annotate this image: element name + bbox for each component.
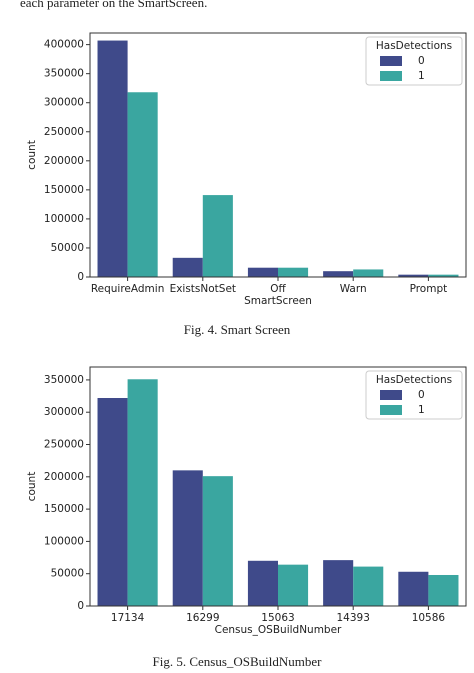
bar: [278, 564, 309, 606]
bar: [428, 574, 459, 606]
bar: [172, 470, 203, 606]
bar: [247, 560, 278, 606]
x-tick-label: ExistsNotSet: [170, 283, 236, 295]
bar: [398, 571, 429, 606]
y-tick-label: 100000: [44, 213, 84, 225]
bar: [202, 195, 233, 277]
legend-label: 1: [418, 404, 425, 416]
x-axis-label: Census_OSBuildNumber: [215, 624, 342, 636]
x-tick-label: 16299: [186, 612, 219, 624]
bar: [247, 267, 278, 277]
legend-label: 0: [418, 55, 425, 67]
y-tick-label: 350000: [44, 68, 84, 80]
y-tick-label: 300000: [44, 97, 84, 109]
caption: Fig. 4. Smart Screen: [184, 322, 291, 337]
plot-frame: [89, 366, 467, 607]
y-tick-label: 50000: [51, 242, 84, 254]
y-tick-label: 200000: [44, 155, 84, 167]
plot-frame: [89, 32, 467, 278]
legend-title: HasDetections: [376, 374, 452, 386]
bar: [278, 267, 309, 277]
y-tick-label: 0: [77, 600, 84, 612]
x-axis-label: SmartScreen: [244, 295, 312, 307]
y-tick-label: 400000: [44, 39, 84, 51]
legend-title: HasDetections: [376, 40, 452, 52]
legend-swatch: [380, 405, 402, 415]
legend-label: 1: [418, 70, 425, 82]
y-tick-label: 250000: [44, 126, 84, 138]
bar: [428, 274, 459, 277]
intro-text: each parameter on the SmartScreen.: [20, 0, 207, 10]
y-tick-label: 350000: [44, 374, 84, 386]
x-tick-label: 14393: [336, 612, 369, 624]
y-tick-label: 0: [77, 271, 84, 283]
bar: [353, 269, 384, 277]
y-tick-label: 300000: [44, 406, 84, 418]
y-tick-label: 150000: [44, 184, 84, 196]
bar: [202, 476, 233, 606]
x-tick-label: RequireAdmin: [91, 283, 165, 295]
bar: [97, 40, 128, 277]
y-tick-label: 150000: [44, 503, 84, 515]
legend-swatch: [380, 71, 402, 81]
x-tick-label: 15063: [261, 612, 294, 624]
bar: [353, 566, 384, 606]
bar: [127, 92, 158, 277]
x-tick-label: Prompt: [410, 283, 448, 295]
bar: [323, 271, 354, 277]
bar: [323, 560, 354, 606]
x-tick-label: Off: [270, 283, 286, 295]
y-tick-label: 50000: [51, 568, 84, 580]
x-tick-label: 17134: [111, 612, 145, 624]
x-tick-label: Warn: [340, 283, 367, 295]
bar: [97, 398, 128, 606]
y-tick-label: 250000: [44, 439, 84, 451]
bar: [127, 379, 158, 606]
bar: [172, 257, 203, 277]
caption: Fig. 5. Census_OSBuildNumber: [152, 654, 322, 669]
y-tick-label: 200000: [44, 471, 84, 483]
bar: [398, 274, 429, 277]
x-tick-label: 10586: [412, 612, 446, 624]
y-tick-label: 100000: [44, 535, 84, 547]
legend-swatch: [380, 56, 402, 66]
y-axis-label: count: [26, 140, 38, 170]
y-axis-label: count: [26, 472, 38, 502]
legend-swatch: [380, 390, 402, 400]
legend-label: 0: [418, 389, 425, 401]
